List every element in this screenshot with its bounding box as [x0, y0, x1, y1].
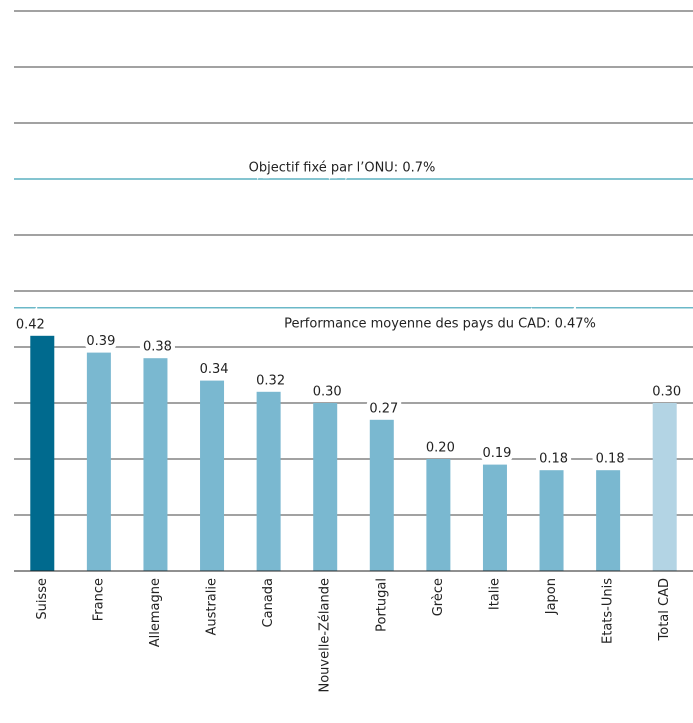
value-label: 0.20 [426, 441, 455, 456]
value-label: 0.38 [143, 340, 172, 355]
value-label: 0.30 [313, 385, 342, 400]
annotation: Objectif fixé par l’ONU: 0.7% [249, 161, 436, 176]
value-label: 0.34 [200, 362, 229, 377]
bar [256, 391, 281, 571]
value-label: 0.19 [482, 446, 511, 461]
value-label: 0.18 [596, 452, 625, 467]
bar [426, 459, 451, 571]
bar [313, 403, 338, 571]
x-tick-label: Grèce [431, 578, 446, 616]
bar [30, 335, 55, 571]
x-tick-label: Italie [487, 578, 502, 610]
bar [86, 352, 111, 571]
annotation: Performance moyenne des pays du CAD: 0.4… [284, 316, 596, 331]
bar [539, 470, 564, 571]
value-label: 0.39 [86, 334, 115, 349]
x-tick-label: Total CAD [657, 578, 672, 641]
bar [143, 358, 168, 571]
bar [200, 380, 225, 571]
bar [482, 464, 507, 571]
x-tick-label: Portugal [374, 578, 389, 632]
x-tick-label: Allemagne [148, 578, 163, 647]
value-label: 0.18 [539, 452, 568, 467]
bar [652, 403, 677, 571]
bar [596, 470, 621, 571]
x-tick-label: Canada [261, 578, 276, 627]
bar [369, 419, 394, 571]
value-label: 0.42 [16, 317, 45, 332]
x-tick-label: Suisse [35, 578, 50, 620]
value-label: 0.32 [256, 373, 285, 388]
x-tick-label: Nouvelle-Zélande [318, 578, 333, 693]
x-tick-label: France [91, 578, 106, 621]
x-tick-label: Australie [205, 578, 220, 636]
value-label: 0.30 [652, 385, 681, 400]
x-tick-label: Japon [544, 578, 559, 615]
x-tick-label: Etats-Unis [601, 578, 616, 644]
value-label: 0.27 [369, 401, 398, 416]
